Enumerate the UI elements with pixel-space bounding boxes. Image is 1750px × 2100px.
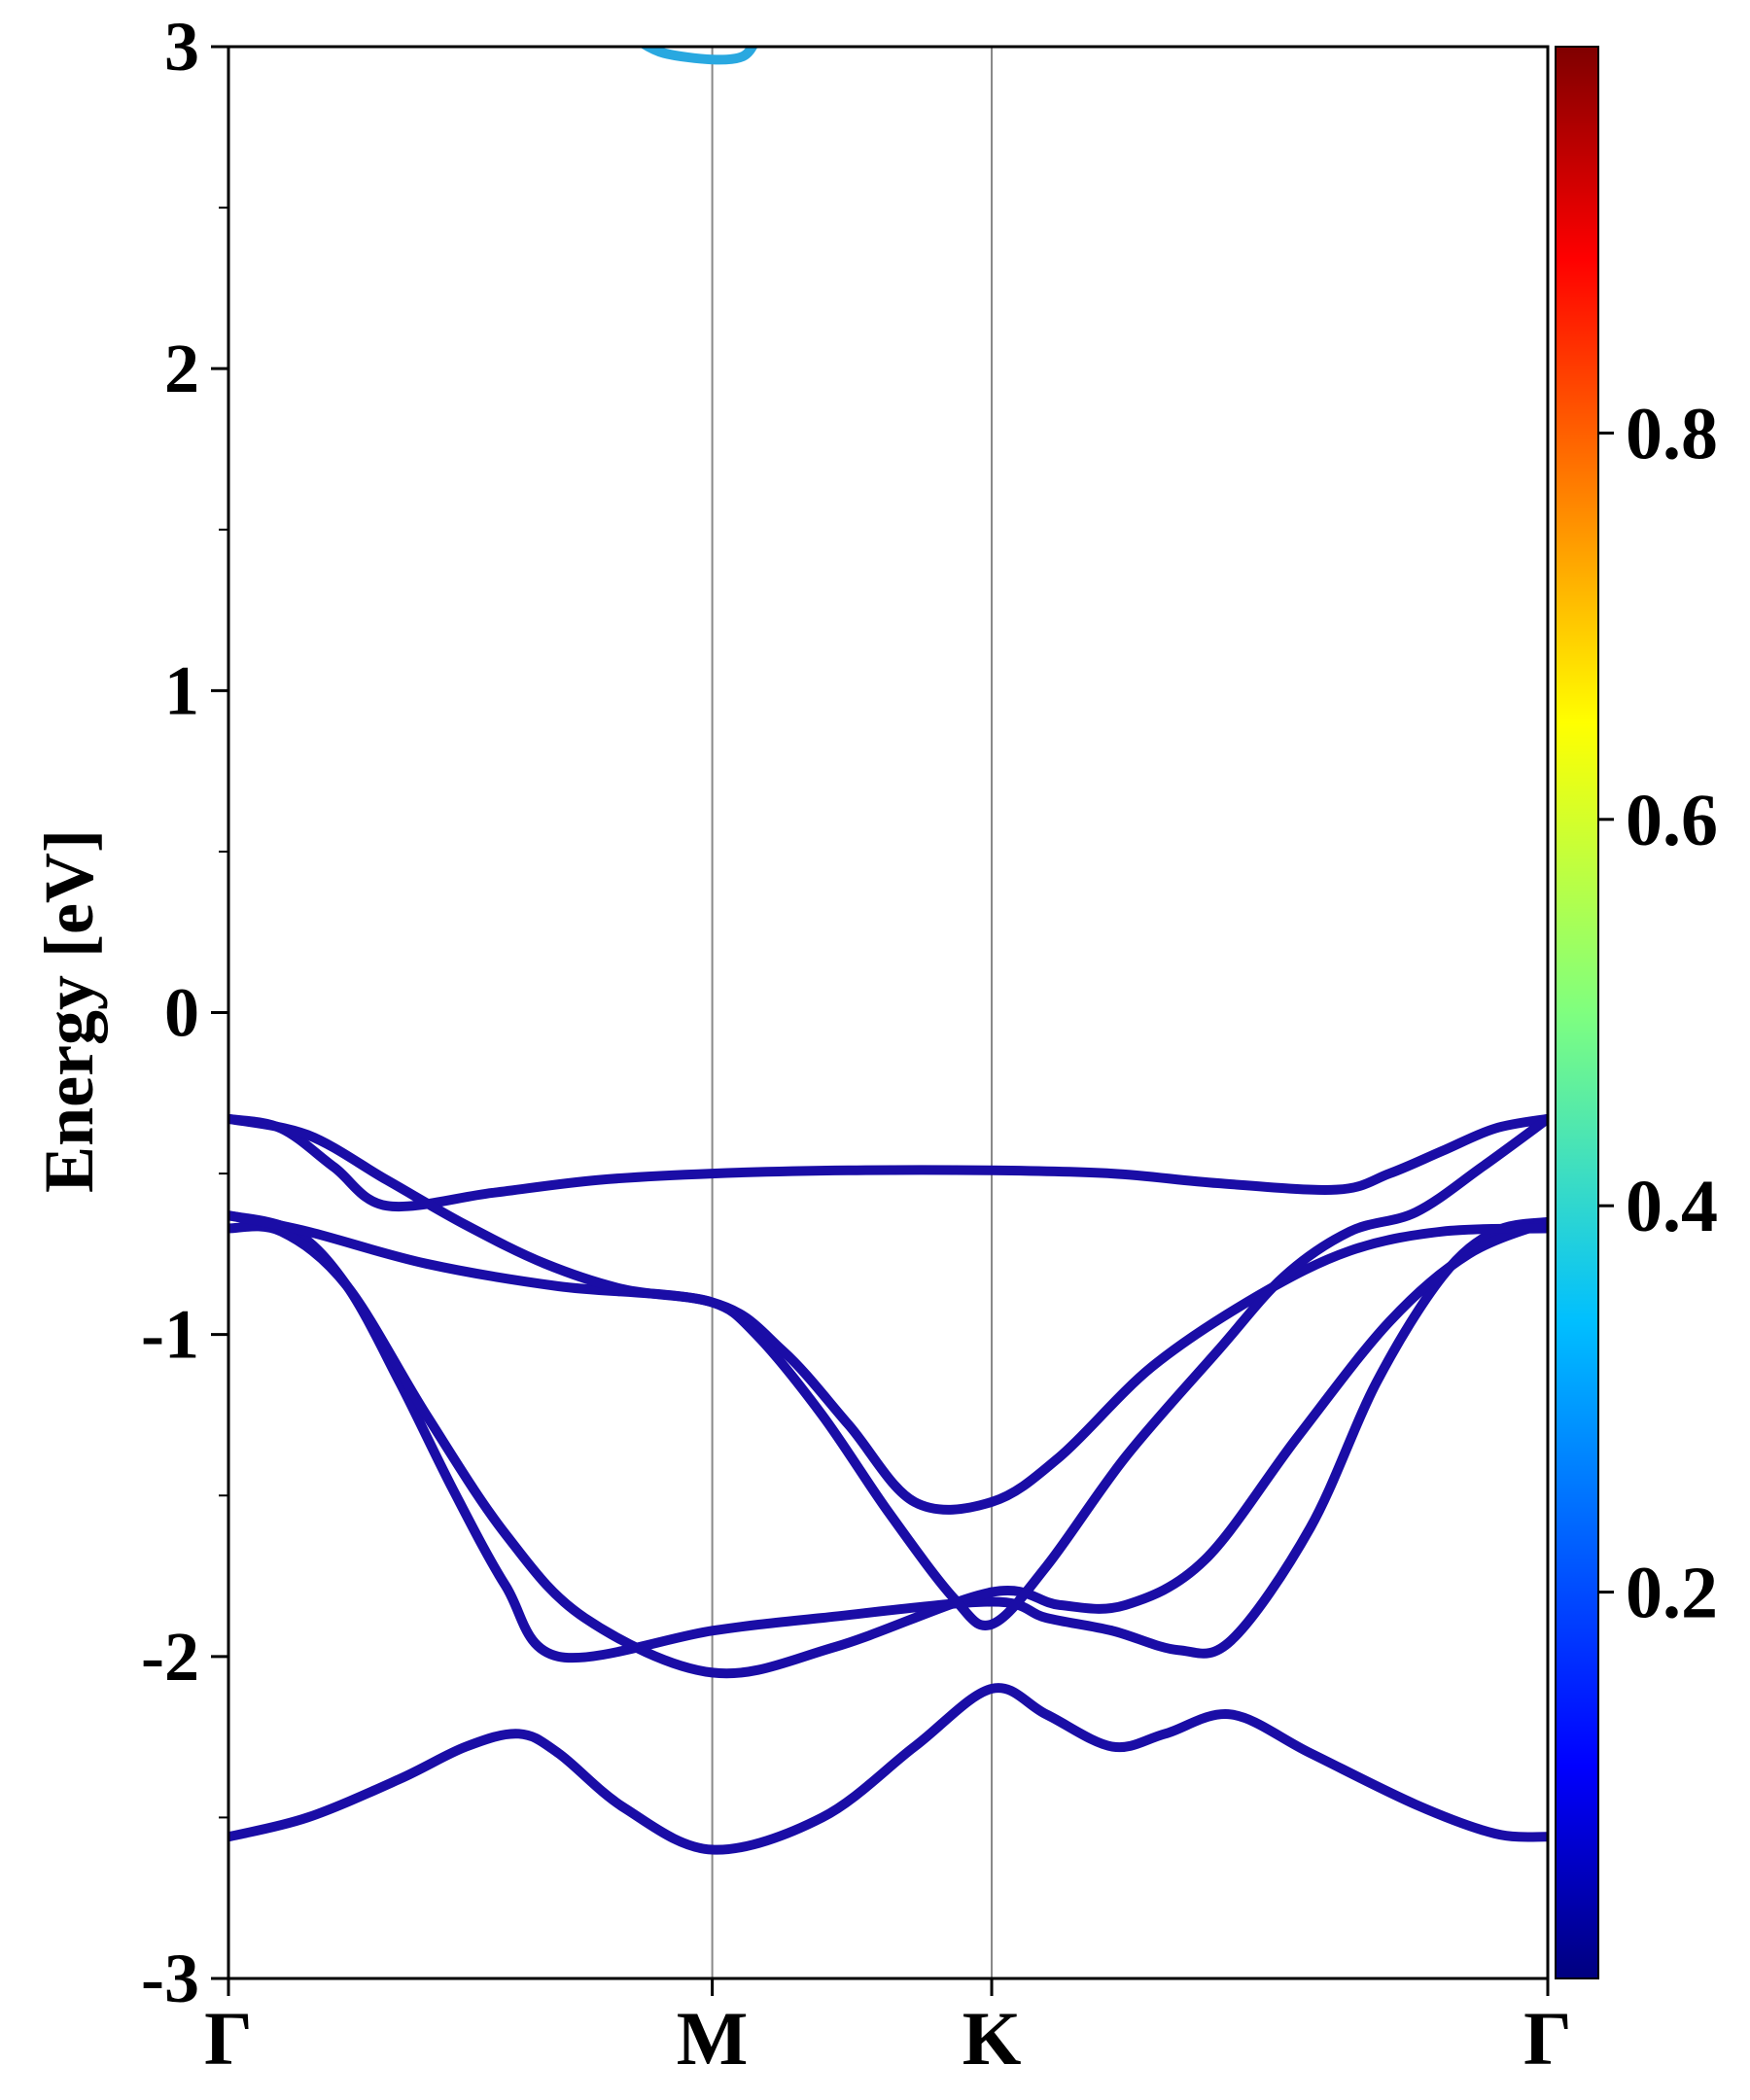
colorbar-tick-label: 0.6 bbox=[1626, 780, 1718, 861]
y-tick-label: 2 bbox=[164, 330, 199, 407]
y-tick-label: 0 bbox=[164, 974, 199, 1052]
band-line-6 bbox=[639, 47, 758, 65]
x-tick-label: K bbox=[962, 1996, 1022, 2081]
band-line-5 bbox=[228, 1113, 1548, 1630]
band-lines bbox=[228, 47, 1548, 1855]
colorbar-tick-label: 0.4 bbox=[1626, 1166, 1718, 1247]
plot-frame bbox=[227, 45, 1550, 1980]
y-tick-label: -2 bbox=[141, 1618, 199, 1696]
x-tick-label: Γ bbox=[1523, 1996, 1572, 2081]
band-line-0 bbox=[228, 1683, 1548, 1855]
k-point-vertical-lines bbox=[711, 47, 994, 1978]
y-tick-label: 1 bbox=[164, 651, 199, 729]
band-line-2 bbox=[228, 1216, 1548, 1679]
y-tick-label: -3 bbox=[141, 1940, 199, 2017]
colorbar bbox=[1555, 46, 1599, 1979]
y-tick-label: -1 bbox=[141, 1296, 199, 1374]
colorbar-ticks: 0.2 0.4 0.6 0.8 bbox=[1598, 393, 1718, 1634]
band-line-3 bbox=[228, 1210, 1548, 1515]
colorbar-tick-label: 0.2 bbox=[1626, 1553, 1718, 1634]
y-axis-label: Energy [eV] bbox=[30, 829, 108, 1193]
colorbar-tick-label: 0.8 bbox=[1626, 393, 1718, 474]
band-line-1 bbox=[228, 1210, 1548, 1663]
y-tick-label: 3 bbox=[164, 8, 199, 86]
y-axis: -3 -2 -1 0 1 2 3 bbox=[141, 8, 228, 2017]
x-tick-label: Γ bbox=[204, 1996, 253, 2081]
band-line-4 bbox=[228, 1113, 1548, 1212]
x-tick-label: M bbox=[677, 1996, 749, 2081]
